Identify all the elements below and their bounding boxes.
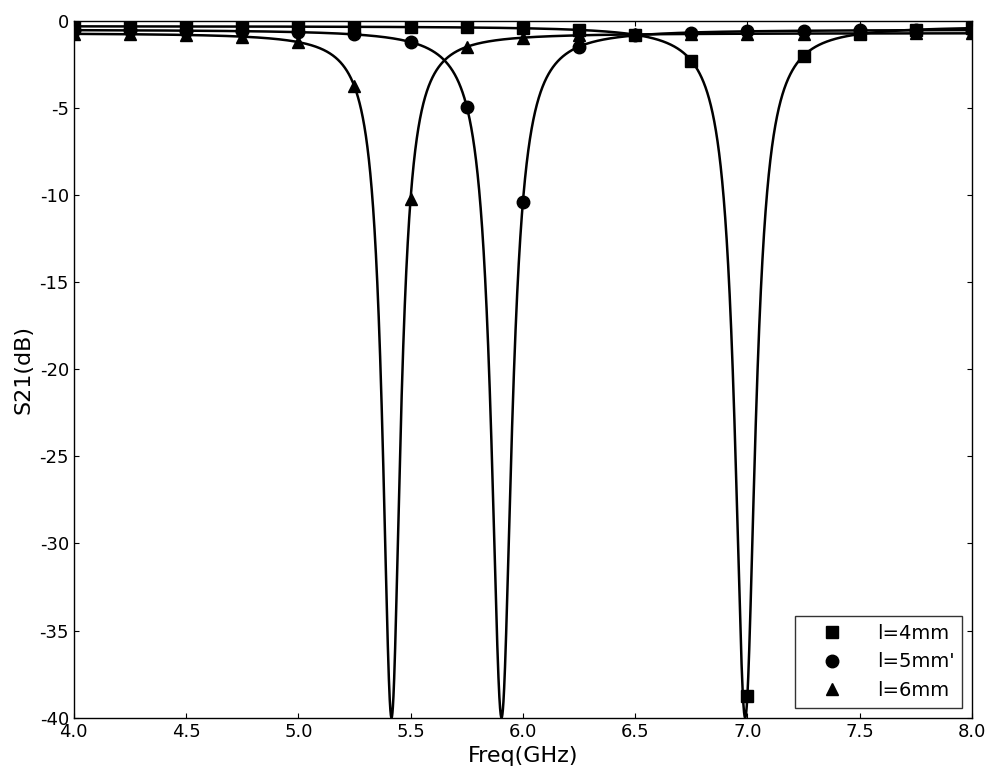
l=5mm' — [292, 27, 304, 37]
l=6mm — [910, 29, 922, 38]
l=4mm — [854, 30, 866, 39]
Line: l=5mm': l=5mm' — [68, 24, 978, 208]
l=4mm — [348, 22, 360, 31]
l=5mm' — [798, 26, 810, 35]
l=5mm' — [854, 26, 866, 35]
Line: l=6mm: l=6mm — [68, 27, 978, 205]
l=6mm — [292, 37, 304, 47]
l=6mm — [966, 29, 978, 38]
l=6mm — [629, 30, 641, 39]
l=5mm' — [68, 26, 80, 35]
l=4mm — [910, 25, 922, 34]
l=4mm — [124, 22, 136, 31]
l=5mm' — [741, 27, 753, 36]
l=6mm — [348, 82, 360, 91]
l=6mm — [854, 29, 866, 38]
l=5mm' — [517, 197, 529, 207]
l=6mm — [68, 29, 80, 38]
l=5mm' — [966, 26, 978, 35]
l=6mm — [517, 33, 529, 42]
l=4mm — [629, 30, 641, 40]
l=4mm — [573, 25, 585, 34]
l=5mm' — [180, 26, 192, 35]
l=4mm — [461, 23, 473, 32]
l=4mm — [68, 22, 80, 31]
l=5mm' — [236, 27, 248, 36]
l=6mm — [461, 42, 473, 51]
l=6mm — [180, 30, 192, 40]
l=5mm' — [461, 102, 473, 112]
l=5mm' — [685, 28, 697, 37]
l=4mm — [517, 23, 529, 33]
l=4mm — [798, 51, 810, 60]
l=4mm — [405, 23, 417, 32]
l=5mm' — [405, 37, 417, 47]
l=6mm — [573, 30, 585, 40]
l=6mm — [741, 29, 753, 38]
l=4mm — [685, 56, 697, 66]
l=5mm' — [910, 26, 922, 35]
Legend: l=4mm, l=5mm', l=6mm: l=4mm, l=5mm', l=6mm — [795, 616, 962, 708]
l=4mm — [292, 22, 304, 31]
l=6mm — [685, 30, 697, 39]
l=5mm' — [124, 26, 136, 35]
X-axis label: Freq(GHz): Freq(GHz) — [468, 746, 578, 766]
l=6mm — [124, 30, 136, 39]
l=5mm' — [348, 30, 360, 39]
l=6mm — [798, 29, 810, 38]
Line: l=4mm: l=4mm — [68, 20, 978, 702]
l=5mm' — [629, 30, 641, 40]
l=4mm — [741, 691, 753, 700]
l=4mm — [180, 22, 192, 31]
l=6mm — [405, 194, 417, 204]
l=4mm — [236, 22, 248, 31]
l=6mm — [236, 32, 248, 41]
l=5mm' — [573, 42, 585, 51]
Y-axis label: S21(dB): S21(dB) — [14, 324, 34, 414]
l=4mm — [966, 23, 978, 33]
